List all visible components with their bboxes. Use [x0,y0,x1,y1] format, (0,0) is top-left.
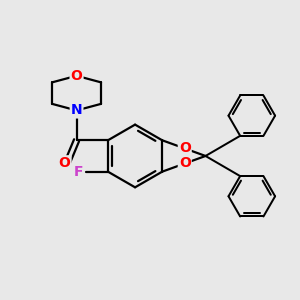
Text: O: O [179,141,191,155]
Text: F: F [73,165,83,178]
Text: O: O [59,156,70,170]
Text: N: N [71,103,82,117]
Text: O: O [179,157,191,170]
Text: O: O [70,69,83,83]
